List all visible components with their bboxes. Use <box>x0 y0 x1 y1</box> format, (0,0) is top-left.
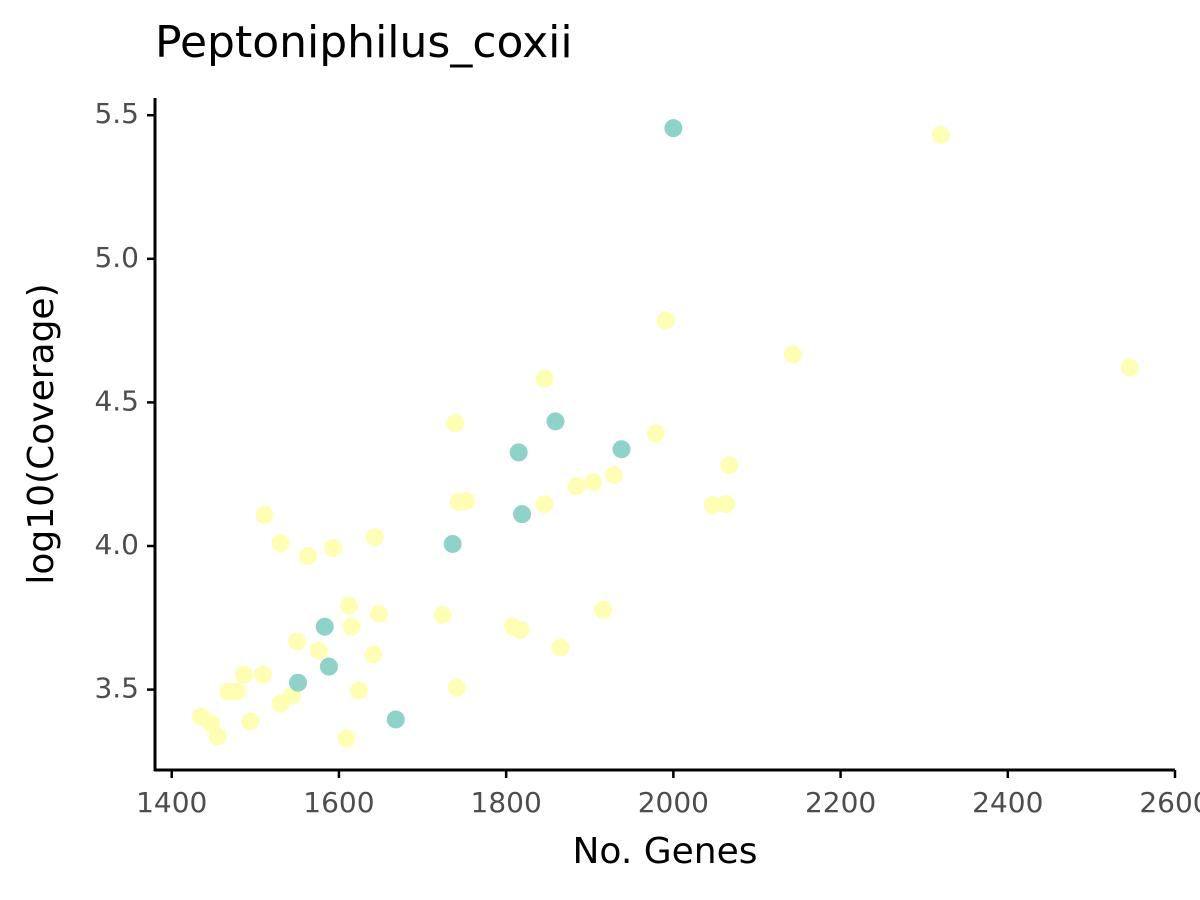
point <box>546 412 565 431</box>
point <box>337 729 356 748</box>
point <box>299 547 317 566</box>
point <box>255 505 274 524</box>
point <box>315 617 334 636</box>
point <box>612 440 631 459</box>
y-tick-label: 4.0 <box>94 528 139 561</box>
x-axis-title: No. Genes <box>573 831 758 872</box>
x-tick-label: 2600 <box>1139 786 1200 819</box>
point <box>208 727 227 746</box>
y-axis-title: log10(Coverage) <box>21 283 62 584</box>
point <box>511 620 530 639</box>
point <box>443 534 462 553</box>
x-tick-label: 2400 <box>972 786 1043 819</box>
point <box>457 492 476 511</box>
point <box>271 534 290 553</box>
point <box>1120 358 1139 377</box>
point <box>509 443 528 462</box>
point <box>370 604 389 623</box>
y-tick-label: 4.5 <box>94 384 139 417</box>
point <box>234 665 253 684</box>
point <box>513 505 532 524</box>
x-tick-label: 1600 <box>303 786 374 819</box>
point <box>227 682 246 701</box>
y-tick-label: 5.5 <box>94 97 139 130</box>
point <box>664 119 683 138</box>
point <box>446 414 465 433</box>
point <box>594 600 613 619</box>
point <box>535 495 554 514</box>
point <box>288 632 307 651</box>
point <box>605 466 623 485</box>
point <box>703 496 722 515</box>
point <box>253 665 272 684</box>
point <box>386 710 405 729</box>
x-tick-label: 2000 <box>638 786 709 819</box>
point <box>339 596 358 615</box>
point <box>567 477 586 496</box>
point <box>551 638 570 657</box>
point <box>535 369 554 388</box>
point <box>656 311 675 330</box>
point <box>342 617 361 636</box>
point <box>783 345 802 364</box>
point <box>931 126 950 145</box>
point <box>447 678 466 697</box>
chart-title: Peptoniphilus_coxii <box>155 17 573 68</box>
x-tick-label: 1400 <box>136 786 207 819</box>
point <box>288 673 307 692</box>
y-tick-label: 5.0 <box>94 241 139 274</box>
x-tick-label: 2200 <box>805 786 876 819</box>
point <box>324 539 343 558</box>
x-tick-label: 1800 <box>471 786 542 819</box>
point <box>350 681 368 700</box>
point <box>319 657 338 676</box>
point <box>433 605 452 624</box>
y-tick-label: 3.5 <box>94 672 139 705</box>
point <box>241 712 260 731</box>
point <box>364 645 383 664</box>
point <box>271 694 290 713</box>
point <box>646 424 665 443</box>
point <box>717 495 736 514</box>
point <box>365 528 384 547</box>
point <box>309 641 328 660</box>
point <box>584 473 603 492</box>
point <box>720 456 739 475</box>
